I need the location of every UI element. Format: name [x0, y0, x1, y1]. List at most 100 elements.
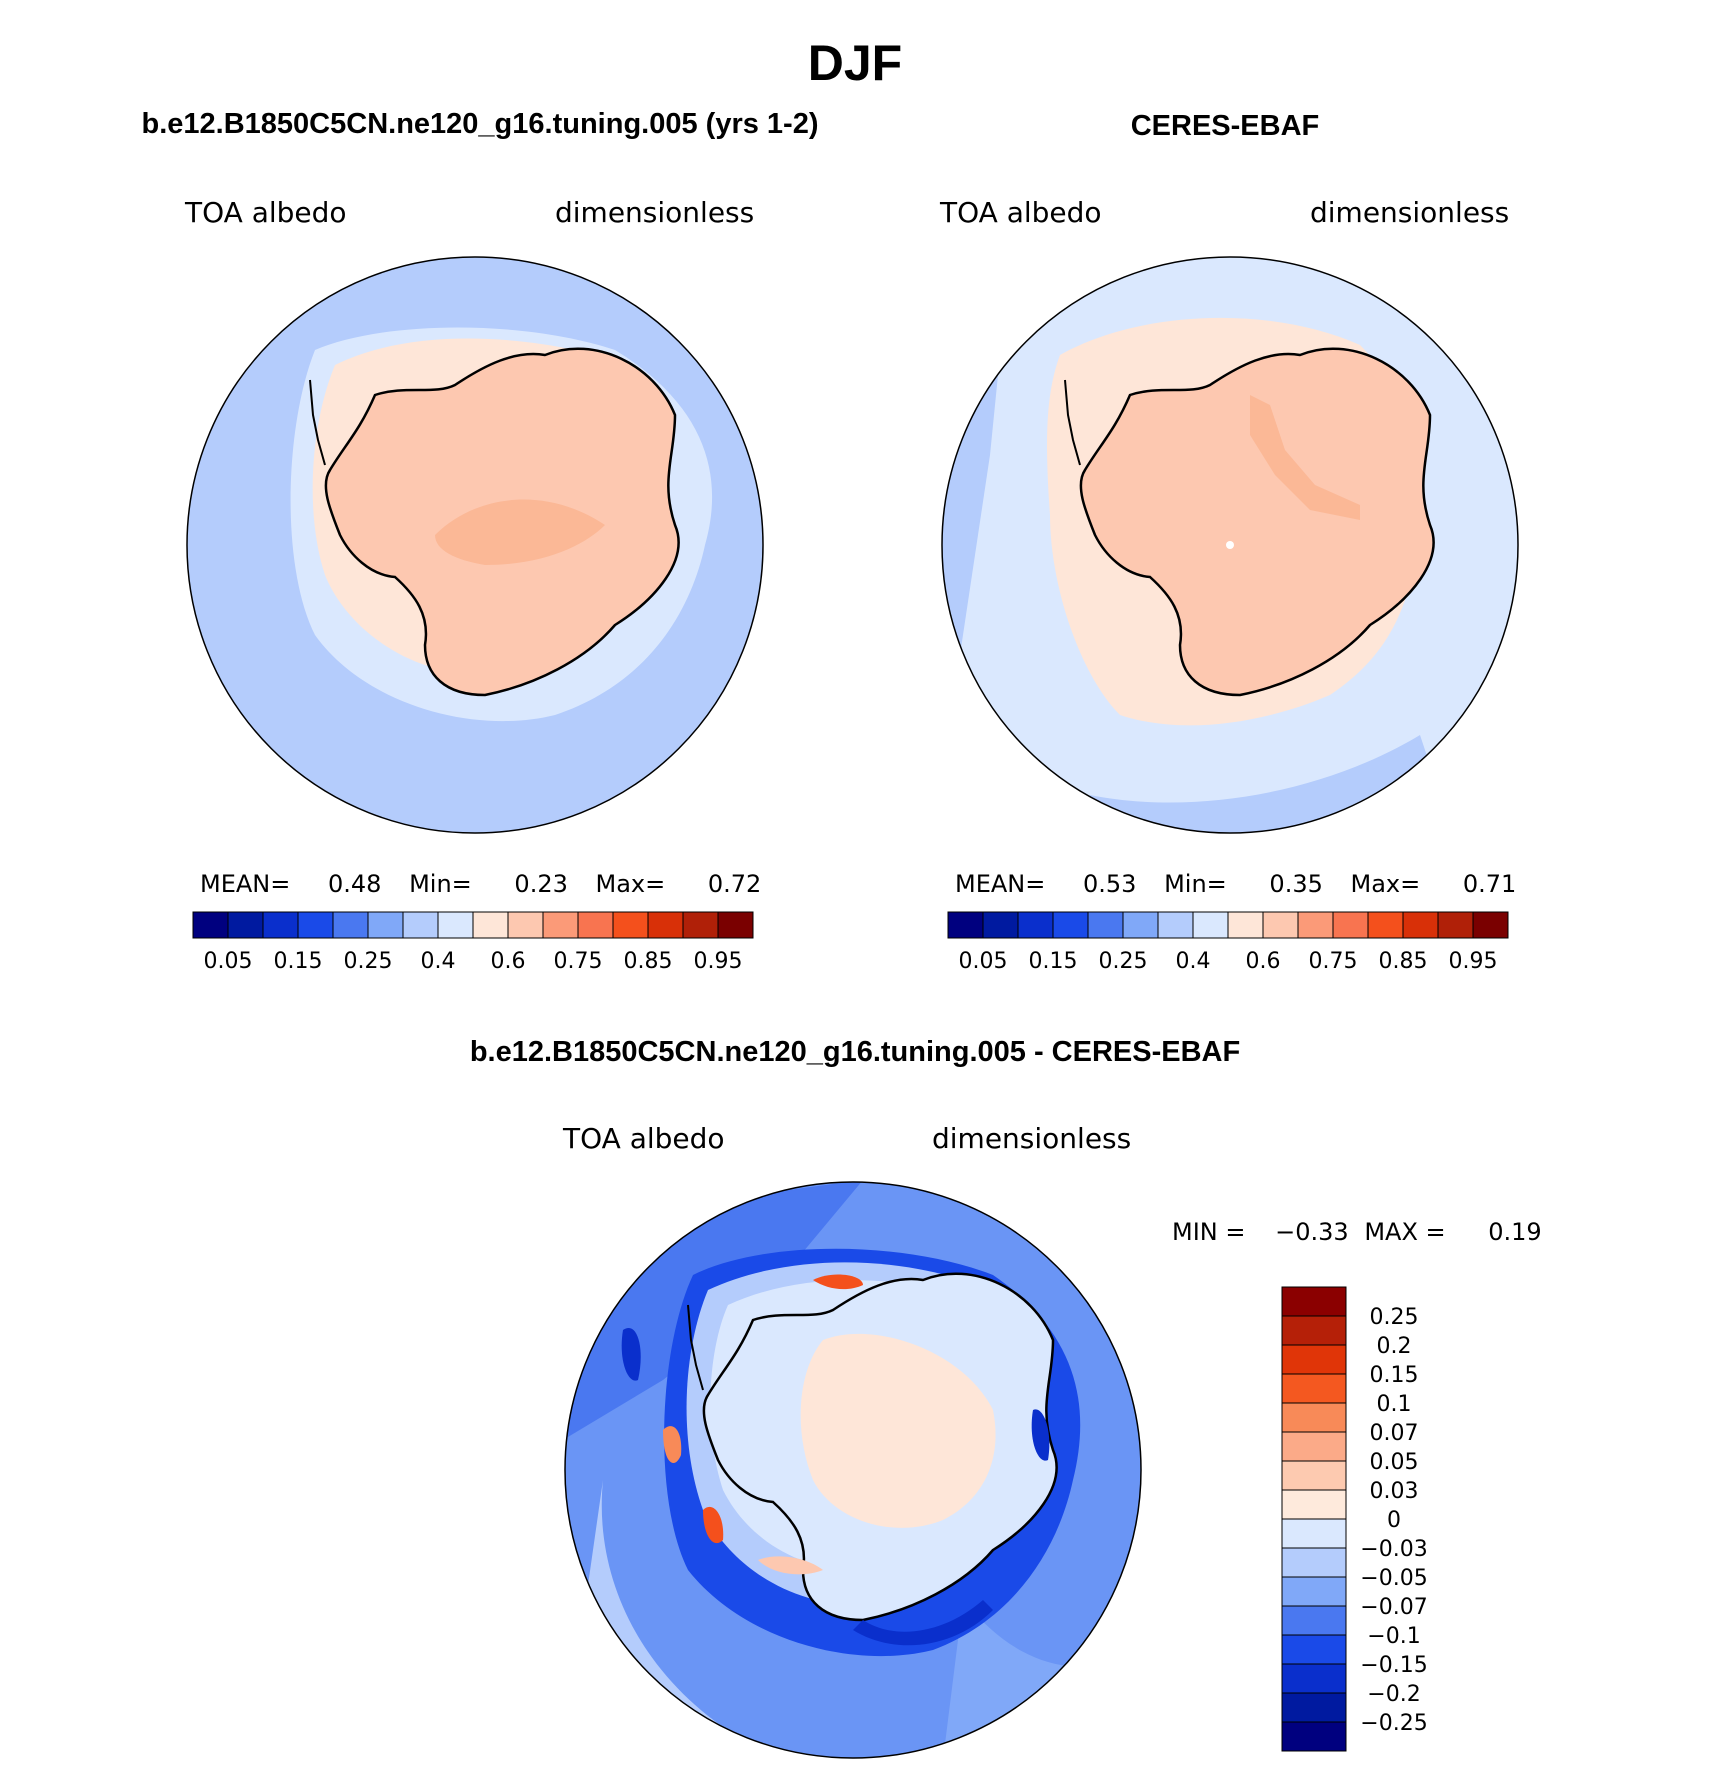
diff-colorbar-tick-label: −0.15: [1360, 1653, 1427, 1678]
obs-colorbar-tick-label: 0.15: [1029, 949, 1078, 974]
model-colorbar-swatch: [472, 911, 509, 939]
diff-colorbar-tick-label: −0.07: [1360, 1595, 1427, 1620]
obs-colorbar-swatch: [1122, 911, 1159, 939]
obs-colorbar-swatch: [1192, 911, 1229, 939]
model-panel-title: b.e12.B1850C5CN.ne120_g16.tuning.005 (yr…: [141, 108, 819, 140]
model-colorbar-swatch: [402, 911, 439, 939]
obs-colorbar-swatch: [1052, 911, 1089, 939]
diff-colorbar-swatch: [1281, 1518, 1347, 1549]
obs-colorbar-tick-label: 0.6: [1246, 949, 1281, 974]
model-colorbar-tick-label: 0.85: [624, 949, 673, 974]
diff-colorbar-swatch: [1281, 1634, 1347, 1665]
diff-colorbar-swatch: [1281, 1663, 1347, 1694]
diff-colorbar-tick-label: 0.15: [1370, 1363, 1419, 1388]
diff-colorbar-swatch: [1281, 1344, 1347, 1375]
diff-colorbar-tick-label: −0.03: [1360, 1537, 1427, 1562]
obs-colorbar-swatch: [1262, 911, 1299, 939]
model-colorbar-tick-label: 0.25: [344, 949, 393, 974]
obs-colorbar-tick-label: 0.4: [1176, 949, 1211, 974]
obs-panel-title: CERES-EBAF: [1130, 110, 1320, 142]
model-colorbar-tick-label: 0.6: [491, 949, 526, 974]
diff-colorbar-swatch: [1281, 1402, 1347, 1433]
page-title: DJF: [807, 35, 903, 91]
diff-colorbar-tick-label: −0.1: [1367, 1624, 1420, 1649]
diff-min-value: −0.33: [1275, 1218, 1349, 1246]
diff-max-label: MAX =: [1364, 1218, 1446, 1246]
model-colorbar-swatch: [542, 911, 579, 939]
model-colorbar: 0.05 0.15 0.25 0.4 0.6 0.75 0.85 0.95: [192, 911, 754, 974]
model-colorbar-swatch: [717, 911, 754, 939]
obs-polar-map: [941, 256, 1519, 834]
diff-colorbar-swatch: [1281, 1286, 1347, 1317]
model-colorbar-tick-label: 0.75: [554, 949, 603, 974]
model-colorbar-swatch: [332, 911, 369, 939]
model-mean-label: MEAN=: [200, 870, 291, 898]
obs-colorbar: 0.05 0.15 0.25 0.4 0.6 0.75 0.85 0.95: [947, 911, 1509, 974]
model-min-label: Min=: [409, 870, 472, 898]
diff-polar-map: [564, 1181, 1142, 1759]
model-colorbar-swatch: [612, 911, 649, 939]
model-colorbar-tick-label: 0.05: [204, 949, 253, 974]
model-colorbar-swatch: [297, 911, 334, 939]
diff-max-value: 0.19: [1488, 1218, 1542, 1246]
diff-colorbar-swatch: [1281, 1460, 1347, 1491]
diff-colorbar-tick-label: −0.05: [1360, 1566, 1427, 1591]
diff-min-label: MIN =: [1172, 1218, 1246, 1246]
obs-colorbar-tick-label: 0.95: [1449, 949, 1498, 974]
obs-colorbar-swatch: [1332, 911, 1369, 939]
diff-colorbar-swatch: [1281, 1431, 1347, 1462]
obs-colorbar-swatch: [1087, 911, 1124, 939]
diff-colorbar: 0.25 0.2 0.15 0.1 0.07 0.05 0.03 0 −0.03 −0.05 −0.…: [1281, 1286, 1428, 1752]
obs-min-label: Min=: [1164, 870, 1227, 898]
model-colorbar-swatch: [437, 911, 474, 939]
model-colorbar-tick-label: 0.15: [274, 949, 323, 974]
obs-colorbar-swatch: [1297, 911, 1334, 939]
diff-colorbar-tick-label: 0.03: [1370, 1479, 1419, 1504]
obs-colorbar-swatch: [1472, 911, 1509, 939]
obs-variable-label: TOA albedo: [940, 196, 1102, 229]
diff-colorbar-tick-label: 0: [1387, 1508, 1401, 1533]
model-colorbar-tick-label: 0.95: [694, 949, 743, 974]
obs-max-value: 0.71: [1462, 870, 1517, 898]
diff-units-label: dimensionless: [932, 1122, 1132, 1155]
model-colorbar-swatch: [647, 911, 684, 939]
obs-colorbar-swatch: [1157, 911, 1194, 939]
diff-colorbar-swatch: [1281, 1315, 1347, 1346]
obs-colorbar-swatch: [1227, 911, 1264, 939]
model-colorbar-swatch: [227, 911, 264, 939]
model-units-label: dimensionless: [555, 196, 755, 229]
model-variable-label: TOA albedo: [185, 196, 347, 229]
diff-colorbar-swatch: [1281, 1576, 1347, 1607]
diff-colorbar-swatch: [1281, 1692, 1347, 1723]
diff-colorbar-tick-label: 0.1: [1377, 1392, 1412, 1417]
diff-colorbar-tick-label: −0.2: [1367, 1682, 1420, 1707]
diff-colorbar-tick-label: 0.05: [1370, 1450, 1419, 1475]
model-polar-map: [186, 256, 764, 834]
obs-colorbar-swatch: [1367, 911, 1404, 939]
obs-colorbar-tick-label: 0.85: [1379, 949, 1428, 974]
diff-colorbar-swatch: [1281, 1489, 1347, 1520]
model-colorbar-swatch: [507, 911, 544, 939]
model-colorbar-swatch: [262, 911, 299, 939]
diff-colorbar-tick-label: 0.2: [1377, 1334, 1412, 1359]
antarctica-landmass: [1079, 347, 1435, 697]
diff-colorbar-swatch: [1281, 1373, 1347, 1404]
model-colorbar-swatch: [682, 911, 719, 939]
obs-colorbar-swatch: [1437, 911, 1474, 939]
obs-colorbar-swatch: [947, 911, 984, 939]
obs-colorbar-tick-label: 0.75: [1309, 949, 1358, 974]
obs-colorbar-swatch: [1402, 911, 1439, 939]
model-stats: MEAN= 0.48 Min= 0.23 Max= 0.72: [200, 870, 761, 898]
obs-stats: MEAN= 0.53 Min= 0.35 Max= 0.71: [955, 870, 1516, 898]
diff-variable-label: TOA albedo: [563, 1122, 725, 1155]
obs-units-label: dimensionless: [1310, 196, 1510, 229]
model-colorbar-swatch: [577, 911, 614, 939]
diff-colorbar-tick-label: −0.25: [1360, 1711, 1427, 1736]
obs-colorbar-tick-label: 0.05: [959, 949, 1008, 974]
model-colorbar-swatch: [367, 911, 404, 939]
diff-panel-title: b.e12.B1850C5CN.ne120_g16.tuning.005 - C…: [469, 1036, 1241, 1068]
model-max-label: Max=: [595, 870, 666, 898]
obs-colorbar-swatch: [1017, 911, 1054, 939]
diff-colorbar-swatch: [1281, 1605, 1347, 1636]
model-min-value: 0.23: [514, 870, 568, 898]
